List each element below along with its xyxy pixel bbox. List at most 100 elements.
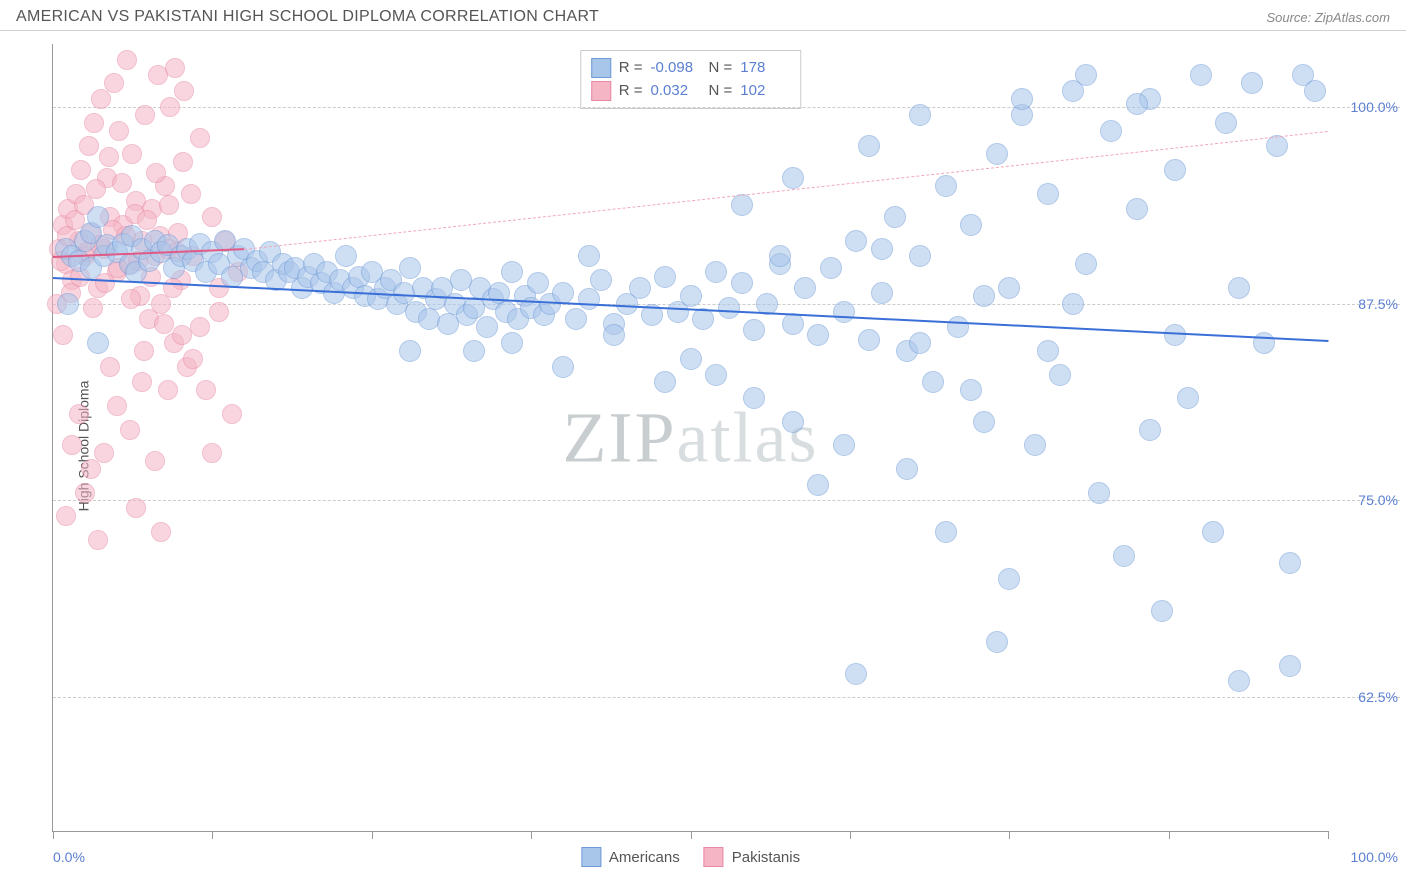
point-americans [552, 356, 574, 378]
watermark-part2: atlas [677, 397, 819, 477]
point-americans [1190, 64, 1212, 86]
point-americans [731, 194, 753, 216]
point-americans [909, 332, 931, 354]
point-pakistanis [173, 152, 193, 172]
point-americans [578, 288, 600, 310]
x-axis-label-max: 100.0% [1351, 849, 1398, 865]
point-pakistanis [112, 173, 132, 193]
point-americans [87, 332, 109, 354]
point-pakistanis [196, 380, 216, 400]
point-pakistanis [107, 396, 127, 416]
point-americans [1024, 434, 1046, 456]
point-americans [960, 214, 982, 236]
point-americans [1151, 600, 1173, 622]
point-pakistanis [190, 128, 210, 148]
point-americans [590, 269, 612, 291]
point-pakistanis [132, 372, 152, 392]
stat-r-pakistanis: 0.032 [651, 80, 701, 103]
point-pakistanis [165, 58, 185, 78]
point-americans [782, 167, 804, 189]
x-tick [850, 831, 851, 839]
point-americans [871, 282, 893, 304]
trend-pakistanis-dashed [244, 131, 1328, 250]
stats-legend-box: R = -0.098 N = 178 R = 0.032 N = 102 [580, 50, 802, 109]
point-pakistanis [69, 404, 89, 424]
point-americans [743, 387, 765, 409]
point-americans [1202, 521, 1224, 543]
point-americans [871, 238, 893, 260]
point-americans [57, 293, 79, 315]
point-americans [603, 324, 625, 346]
point-americans [1266, 135, 1288, 157]
point-americans [476, 316, 498, 338]
point-americans [960, 379, 982, 401]
point-americans [399, 257, 421, 279]
point-pakistanis [104, 73, 124, 93]
point-pakistanis [146, 163, 166, 183]
x-axis-label-min: 0.0% [53, 849, 85, 865]
point-americans [1126, 198, 1148, 220]
x-tick [1009, 831, 1010, 839]
point-pakistanis [121, 289, 141, 309]
point-pakistanis [160, 97, 180, 117]
point-pakistanis [122, 144, 142, 164]
point-pakistanis [209, 302, 229, 322]
point-pakistanis [71, 160, 91, 180]
gridline-h [53, 500, 1400, 501]
x-tick [531, 831, 532, 839]
point-americans [973, 411, 995, 433]
point-americans [909, 104, 931, 126]
point-pakistanis [145, 451, 165, 471]
stat-n-pakistanis: 102 [740, 80, 790, 103]
point-pakistanis [99, 147, 119, 167]
point-pakistanis [190, 317, 210, 337]
swatch-pakistanis [591, 81, 611, 101]
point-americans [1062, 293, 1084, 315]
point-americans [692, 308, 714, 330]
point-americans [820, 257, 842, 279]
point-americans [782, 313, 804, 335]
point-americans [1228, 277, 1250, 299]
point-americans [845, 230, 867, 252]
point-americans [680, 348, 702, 370]
series-legend: Americans Pakistanis [581, 847, 800, 867]
point-americans [794, 277, 816, 299]
watermark-part1: ZIP [563, 397, 677, 477]
stats-row-pakistanis: R = 0.032 N = 102 [591, 80, 791, 103]
stat-r-label: R = [619, 80, 643, 103]
point-americans [858, 135, 880, 157]
point-pakistanis [154, 314, 174, 334]
point-americans [527, 272, 549, 294]
point-pakistanis [159, 195, 179, 215]
x-tick [372, 831, 373, 839]
point-americans [1075, 253, 1097, 275]
point-americans [909, 245, 931, 267]
point-americans [1037, 183, 1059, 205]
point-americans [87, 206, 109, 228]
point-americans [986, 143, 1008, 165]
point-americans [1037, 340, 1059, 362]
point-pakistanis [88, 530, 108, 550]
point-americans [1049, 364, 1071, 386]
point-americans [1075, 64, 1097, 86]
point-pakistanis [100, 357, 120, 377]
point-americans [1100, 120, 1122, 142]
point-americans [1253, 332, 1275, 354]
point-pakistanis [62, 435, 82, 455]
point-americans [1279, 552, 1301, 574]
point-americans [654, 371, 676, 393]
point-pakistanis [174, 81, 194, 101]
x-tick [1328, 831, 1329, 839]
point-pakistanis [75, 483, 95, 503]
point-americans [884, 206, 906, 228]
point-americans [935, 521, 957, 543]
chart-title: AMERICAN VS PAKISTANI HIGH SCHOOL DIPLOM… [16, 8, 599, 26]
x-tick [53, 831, 54, 839]
point-americans [654, 266, 676, 288]
point-americans [1177, 387, 1199, 409]
point-americans [1228, 670, 1250, 692]
stat-n-label: N = [709, 80, 733, 103]
y-tick-label: 75.0% [1338, 492, 1398, 508]
point-americans [807, 324, 829, 346]
point-americans [986, 631, 1008, 653]
